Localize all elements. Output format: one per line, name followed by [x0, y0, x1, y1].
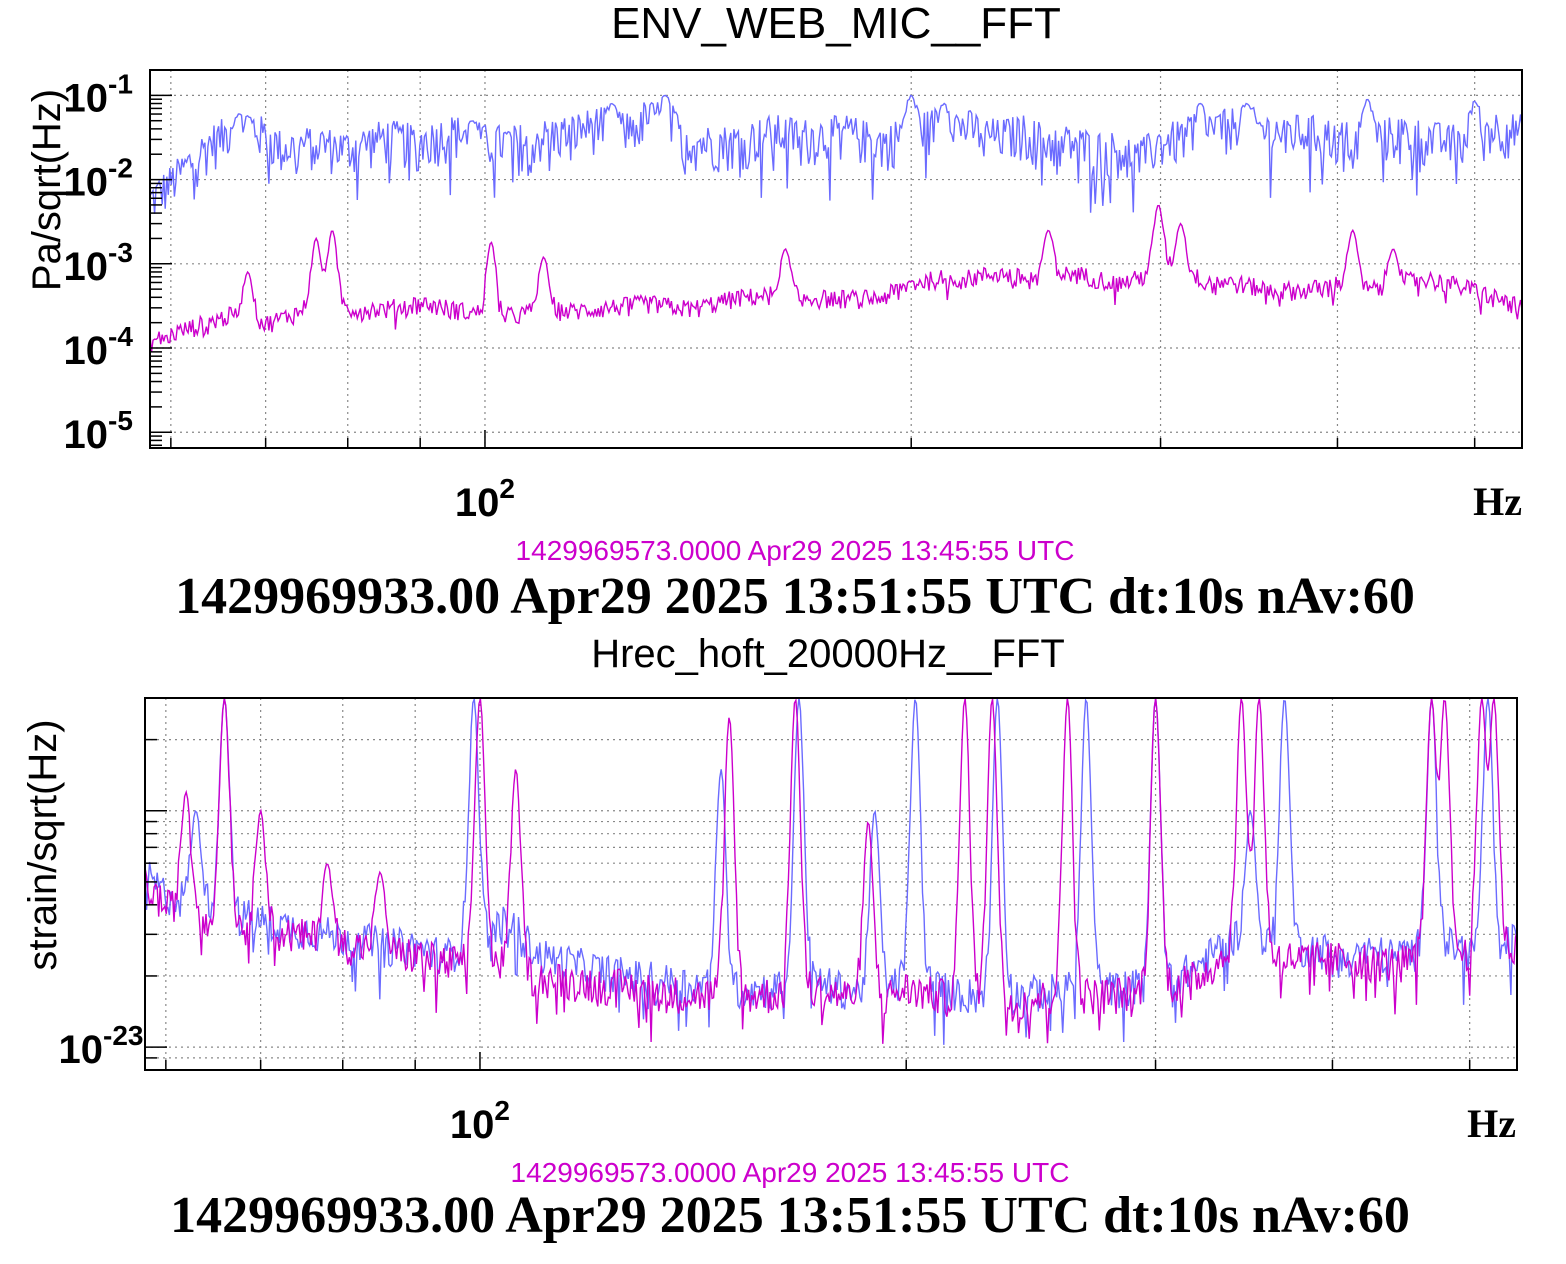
mic-ytick-label: 10 [64, 245, 109, 289]
hrec-ytick-label: 10 [59, 1028, 104, 1072]
mic-grid [150, 70, 1522, 448]
mic-ytick-label-base: 10 [64, 413, 109, 457]
mic-ytick-label: 10 [64, 161, 109, 205]
mic-ytick-label-base: 10 [64, 76, 109, 120]
mic-ytick-label-exp: -1 [108, 68, 133, 99]
panel-hrec-ylabel: strain/sqrt(Hz) [21, 719, 65, 970]
mic-ytick-label-exp: -3 [108, 237, 133, 268]
mic-ytick-label-exp: -5 [108, 405, 133, 436]
mic-ytick-label-exp: -2 [108, 153, 133, 184]
mic-plot-frame [149, 69, 1523, 449]
panel-mic-ylabel: Pa/sqrt(Hz) [25, 89, 69, 291]
mic-ytick-label: 10 [64, 329, 109, 373]
panel-hrec-footer: 1429969933.00 Apr29 2025 13:51:55 UTC dt… [170, 1187, 1410, 1244]
mic-xtick-label: 102 [455, 473, 515, 525]
panel-mic-xlabel: Hz [1473, 479, 1522, 524]
panel-hrec-reference-time: 1429969573.0000 Apr29 2025 13:45:55 UTC [511, 1157, 1070, 1188]
hrec-series-reference-line [145, 698, 1517, 1045]
panel-mic: ENV_WEB_MIC__FFT 10210-110-210-310-410-5… [25, 0, 1523, 625]
mic-xtick-label-base: 10 [455, 481, 500, 525]
mic-xtick-label-exp: 2 [499, 473, 515, 504]
mic-series-reference-line [150, 94, 1522, 214]
mic-ytick-label: 10 [64, 413, 109, 457]
hrec-xtick-label-base: 10 [450, 1103, 495, 1147]
hrec-grid [145, 698, 1517, 1070]
hrec-ytick-label-exp: -23 [103, 1020, 143, 1051]
hrec-plot-frame [144, 697, 1518, 1071]
mic-ytick-label-base: 10 [64, 161, 109, 205]
panel-mic-reference-time: 1429969573.0000 Apr29 2025 13:45:55 UTC [516, 535, 1075, 566]
panel-mic-title: ENV_WEB_MIC__FFT [611, 0, 1061, 48]
panel-mic-footer: 1429969933.00 Apr29 2025 13:51:55 UTC dt… [175, 568, 1415, 625]
mic-ytick-label-exp: -4 [108, 321, 133, 352]
panel-hrec-xlabel: Hz [1467, 1101, 1516, 1146]
hrec-series-current-line [145, 698, 1517, 1044]
hrec-ytick-label-base: 10 [59, 1028, 104, 1072]
mic-series-current-line [150, 204, 1522, 353]
mic-ytick-label: 10 [64, 76, 109, 120]
mic-ytick-label-base: 10 [64, 245, 109, 289]
hrec-xtick-label-exp: 2 [494, 1095, 510, 1126]
mic-ytick-label-base: 10 [64, 329, 109, 373]
panel-hrec-title: Hrec_hoft_20000Hz__FFT [591, 632, 1065, 676]
hrec-xtick-label: 102 [450, 1095, 510, 1147]
